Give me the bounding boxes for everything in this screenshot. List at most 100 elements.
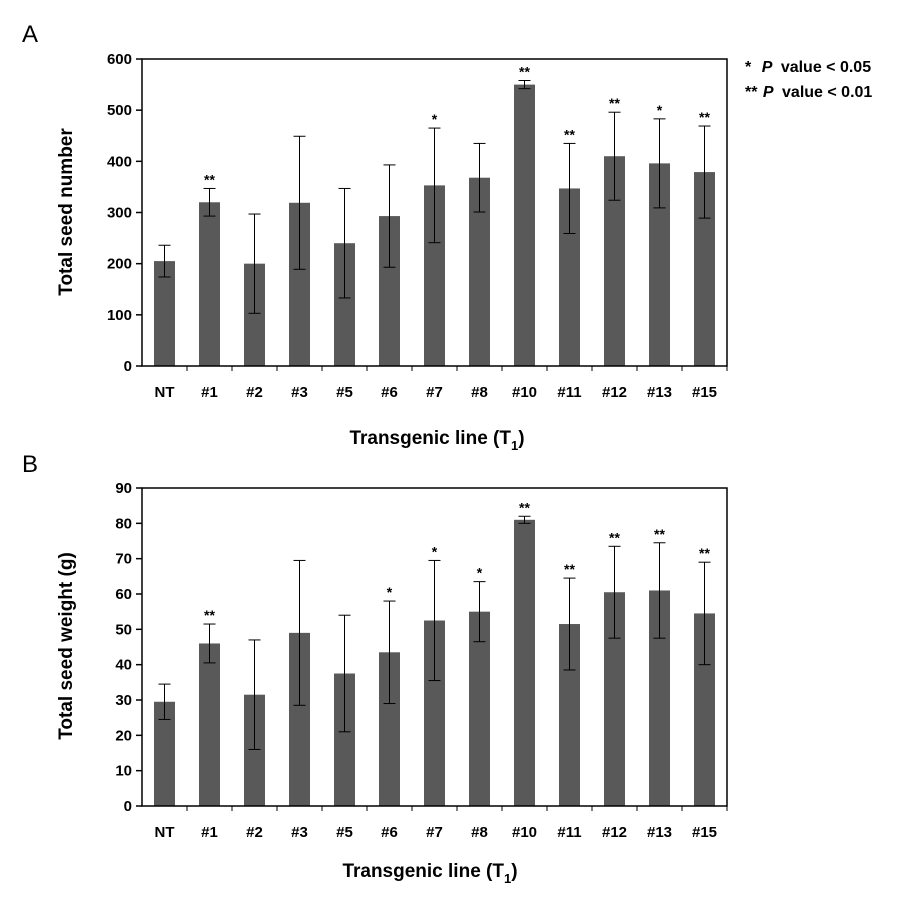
category-label: #12 <box>602 824 627 841</box>
bar-line-7 <box>424 620 445 806</box>
y-tick-label: 70 <box>115 551 132 568</box>
chart-panel-a: A Total seed number Transgenic line (T1)… <box>22 21 728 453</box>
category-label: #1 <box>201 824 218 841</box>
bar-line-6 <box>379 652 400 806</box>
significance-marker: ** <box>564 561 575 577</box>
y-tick-label: 50 <box>115 621 132 638</box>
category-label: #15 <box>692 824 717 841</box>
y-axis-title-b: Total seed weight (g) <box>56 552 77 740</box>
plot-frame <box>141 487 728 807</box>
bar-line-3 <box>289 202 310 366</box>
bar-line-5 <box>334 243 355 366</box>
bar-line-6 <box>379 216 400 366</box>
significance-marker: * <box>387 584 393 600</box>
category-label: #3 <box>291 824 308 841</box>
bar-line-1 <box>199 643 220 806</box>
plot-frame <box>141 58 728 367</box>
bar-line-11 <box>559 188 580 366</box>
category-label: #8 <box>471 384 488 401</box>
bar-nt <box>154 261 175 366</box>
y-tick-label: 90 <box>115 480 132 497</box>
bar-line-5 <box>334 673 355 806</box>
significance-marker: * <box>432 111 438 127</box>
category-label: #15 <box>692 384 717 401</box>
bar-line-15 <box>694 172 715 366</box>
y-tick-label: 60 <box>115 586 132 603</box>
category-label: #10 <box>512 824 537 841</box>
y-tick-label: 0 <box>124 358 132 375</box>
y-tick-label: 40 <box>115 657 132 674</box>
significance-marker: ** <box>519 63 530 79</box>
category-label: #7 <box>426 384 443 401</box>
legend-line-1: * P value < 0.05 <box>745 59 871 76</box>
significance-legend: * P value < 0.05 ** P value < 0.01 <box>745 59 872 101</box>
significance-marker: * <box>657 102 663 118</box>
bar-line-10 <box>514 84 535 366</box>
category-label: #1 <box>201 384 218 401</box>
y-tick-label: 0 <box>124 798 132 815</box>
significance-marker: ** <box>204 171 215 187</box>
significance-marker: ** <box>204 607 215 623</box>
bar-line-13 <box>649 590 670 806</box>
bar-line-8 <box>469 177 490 366</box>
y-tick-label: 500 <box>107 102 132 119</box>
y-tick-label: 100 <box>107 307 132 324</box>
x-axis-title-a: Transgenic line (T1) <box>349 428 524 453</box>
bar-line-3 <box>289 632 310 806</box>
significance-marker: ** <box>519 499 530 515</box>
bar-line-2 <box>244 694 265 806</box>
y-tick-label: 600 <box>107 51 132 68</box>
significance-marker: * <box>477 565 483 581</box>
y-tick-label: 400 <box>107 153 132 170</box>
category-label: #7 <box>426 824 443 841</box>
category-label: #13 <box>647 824 672 841</box>
category-label: #2 <box>246 384 263 401</box>
category-label: #10 <box>512 384 537 401</box>
y-tick-label: 20 <box>115 727 132 744</box>
category-label: #11 <box>557 824 581 841</box>
category-label: #6 <box>381 824 398 841</box>
bar-nt <box>154 701 175 806</box>
category-label: #12 <box>602 384 627 401</box>
category-label: #8 <box>471 824 488 841</box>
bar-line-1 <box>199 202 220 366</box>
y-tick-label: 10 <box>115 763 132 780</box>
category-label: #6 <box>381 384 398 401</box>
y-tick-label: 30 <box>115 692 132 709</box>
chart-panel-b: B Total seed weight (g) Transgenic line … <box>22 451 728 886</box>
bar-line-10 <box>514 519 535 806</box>
significance-marker: ** <box>609 95 620 111</box>
bar-line-2 <box>244 263 265 366</box>
category-label: #2 <box>246 824 263 841</box>
plot-area-b: 0 10 20 30 40 50 60 70 80 90 NT ** #1 #2 #3 #5 * #6 * #7 * #8… <box>115 480 728 841</box>
y-tick-label: 80 <box>115 515 132 532</box>
bar-line-12 <box>604 156 625 366</box>
legend-line-2: ** P value < 0.01 <box>745 84 872 101</box>
bar-line-13 <box>649 163 670 366</box>
bar-line-7 <box>424 185 445 366</box>
panel-label-a: A <box>22 21 38 48</box>
category-label: NT <box>155 384 175 401</box>
y-tick-label: 300 <box>107 205 132 222</box>
category-label: NT <box>155 824 175 841</box>
significance-marker: ** <box>564 126 575 142</box>
significance-marker: ** <box>699 545 710 561</box>
bar-line-12 <box>604 592 625 806</box>
y-tick-label: 200 <box>107 256 132 273</box>
significance-marker: ** <box>609 529 620 545</box>
category-label: #3 <box>291 384 308 401</box>
category-label: #13 <box>647 384 672 401</box>
significance-marker: * <box>432 543 438 559</box>
category-label: #5 <box>336 824 353 841</box>
bar-line-15 <box>694 613 715 806</box>
panel-label-b: B <box>22 451 38 478</box>
significance-marker: ** <box>699 109 710 125</box>
y-axis-title-a: Total seed number <box>56 128 77 296</box>
category-label: #11 <box>557 384 581 401</box>
significance-marker: ** <box>654 526 665 542</box>
category-label: #5 <box>336 384 353 401</box>
bar-line-8 <box>469 611 490 806</box>
x-axis-title-b: Transgenic line (T1) <box>342 861 517 886</box>
